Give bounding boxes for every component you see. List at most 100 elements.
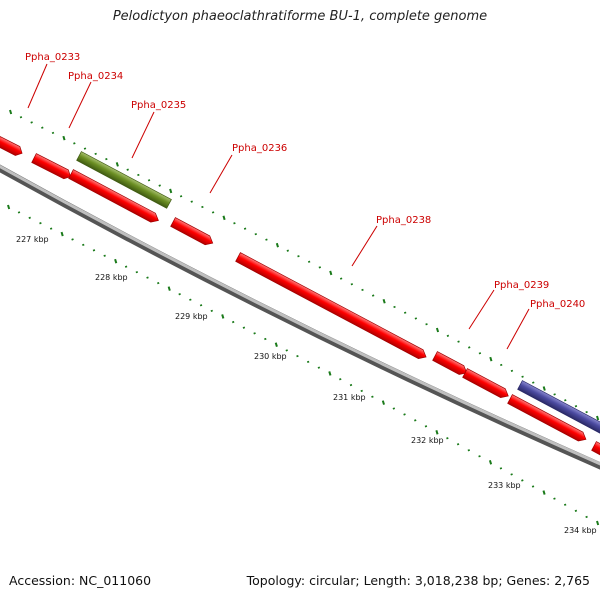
tick-minor — [467, 346, 471, 349]
gene-arrow[interactable] — [507, 394, 589, 444]
tick-minor — [531, 485, 535, 488]
tick-minor — [392, 407, 396, 410]
tick-minor — [371, 294, 375, 297]
tick-minor — [156, 281, 160, 285]
tick-minor — [371, 395, 374, 398]
tick-minor — [103, 254, 106, 257]
tick-minor — [253, 332, 256, 335]
tick-minor — [49, 227, 53, 230]
scale-label: 234 kbp — [564, 526, 597, 535]
tick-minor — [510, 369, 514, 372]
tick-row-lower — [7, 204, 600, 526]
tick-major — [382, 298, 386, 304]
tick-minor — [178, 293, 181, 296]
gene-arrow[interactable] — [235, 252, 429, 362]
tick-major — [221, 314, 225, 319]
tick-minor — [318, 266, 322, 269]
gene-arrow[interactable] — [170, 217, 215, 248]
tick-minor — [339, 378, 342, 381]
tick-minor — [500, 363, 503, 367]
tick-minor — [361, 288, 364, 292]
tick-minor — [446, 334, 450, 337]
tick-minor — [243, 227, 247, 230]
label-leader-line — [27, 63, 48, 109]
gene-arrow[interactable] — [31, 153, 73, 182]
tick-major — [62, 135, 66, 141]
tick-minor — [51, 131, 55, 135]
gene-label: Ppha_0236 — [232, 143, 287, 154]
tick-major — [115, 162, 119, 167]
tick-major — [381, 400, 385, 405]
genome-backbone — [0, 164, 600, 466]
tick-minor — [456, 443, 460, 446]
tick-major — [7, 204, 11, 210]
tick-minor — [446, 437, 449, 440]
tick-minor — [135, 270, 139, 274]
gene-label: Ppha_0235 — [131, 100, 186, 111]
gene-label: Ppha_0234 — [68, 71, 123, 82]
label-leader-line — [131, 111, 155, 159]
gene-arrow[interactable] — [517, 380, 600, 435]
tick-minor — [350, 283, 354, 286]
tick-major — [596, 520, 600, 526]
tick-minor — [83, 147, 87, 150]
tick-minor — [285, 349, 288, 352]
tick-minor — [179, 195, 183, 198]
gene-arrow[interactable] — [432, 351, 469, 378]
tick-minor — [210, 309, 214, 313]
tick-major — [596, 415, 600, 421]
tick-minor — [231, 320, 235, 324]
tick-minor — [94, 152, 97, 156]
tick-major — [488, 460, 493, 465]
tick-minor — [393, 305, 396, 309]
scale-label: 229 kbp — [175, 312, 208, 321]
tick-major — [275, 242, 279, 248]
tick-minor — [563, 503, 567, 506]
tick-minor — [585, 515, 588, 519]
tick-minor — [317, 366, 321, 369]
tick-minor — [190, 200, 193, 203]
tick-minor — [564, 399, 567, 402]
tick-minor — [92, 249, 96, 252]
tick-minor — [521, 479, 524, 482]
gene-arrow[interactable] — [68, 169, 161, 225]
tick-minor — [137, 173, 140, 177]
tick-minor — [553, 497, 556, 500]
tick-minor — [30, 121, 33, 124]
tick-minor — [425, 323, 428, 326]
tick-minor — [17, 211, 21, 214]
tick-minor — [233, 222, 236, 225]
gene-arrow[interactable] — [462, 368, 511, 401]
tick-minor — [297, 255, 300, 258]
tick-minor — [467, 449, 471, 452]
tick-minor — [124, 265, 128, 268]
scale-label: 231 kbp — [333, 393, 366, 402]
tick-minor — [39, 222, 42, 225]
tick-minor — [264, 337, 267, 341]
tick-major — [169, 188, 173, 194]
tick-minor — [158, 184, 161, 187]
tick-minor — [521, 375, 524, 378]
tick-minor — [306, 360, 310, 364]
scale-label: 232 kbp — [411, 436, 444, 445]
tick-minor — [126, 168, 129, 171]
label-leader-line — [468, 289, 495, 330]
gene-arrow[interactable] — [591, 441, 600, 465]
tick-minor — [574, 405, 578, 408]
tick-minor — [254, 233, 258, 236]
genome-summary-text: Topology: circular; Length: 3,018,238 bp… — [246, 573, 590, 588]
diagram-title: Pelodictyon phaeoclathratiforme BU-1, co… — [112, 9, 488, 24]
tick-row-upper — [9, 109, 600, 421]
tick-minor — [146, 276, 149, 279]
tick-minor — [41, 126, 44, 129]
tick-minor — [211, 211, 215, 214]
tick-minor — [296, 354, 299, 358]
gene-arrow[interactable] — [76, 151, 172, 209]
scale-label: 227 kbp — [16, 235, 49, 244]
gene-arrow[interactable] — [0, 136, 24, 158]
tick-minor — [28, 216, 31, 219]
tick-major — [328, 371, 332, 376]
label-leader-line — [68, 81, 92, 129]
tick-major — [167, 286, 171, 291]
